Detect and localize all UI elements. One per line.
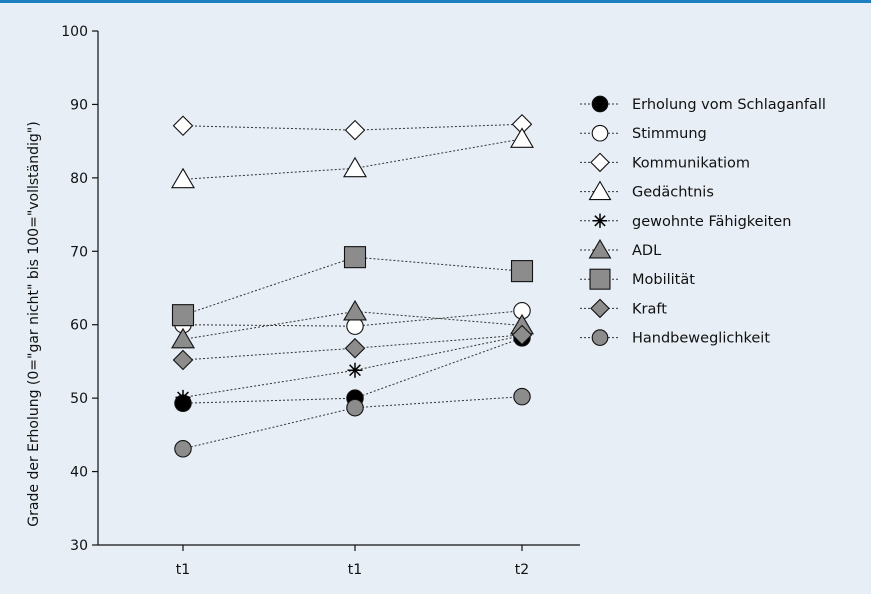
legend-label-0: Erholung vom Schlaganfall bbox=[632, 97, 826, 113]
series-6-point-2 bbox=[510, 260, 534, 283]
series-5-point-0 bbox=[171, 327, 195, 349]
series-3-point-0 bbox=[171, 167, 195, 189]
legend-marker-8 bbox=[591, 329, 609, 346]
legend-label-8: Handbeweglichkeit bbox=[632, 331, 770, 347]
series-6-point-1 bbox=[343, 246, 367, 269]
x-tick-label-2: t2 bbox=[515, 562, 529, 578]
series-5-point-1 bbox=[343, 299, 367, 321]
legend-marker-5 bbox=[588, 238, 612, 259]
legend-marker-3 bbox=[588, 180, 612, 201]
series-4-point-1 bbox=[347, 362, 363, 378]
y-tick-label-50: 50 bbox=[70, 391, 88, 407]
y-tick-label-70: 70 bbox=[70, 244, 88, 260]
series-7-point-2 bbox=[511, 324, 533, 346]
legend-label-1: Stimmung bbox=[632, 126, 707, 142]
legend-marker-0 bbox=[591, 95, 609, 113]
legend-marker-1 bbox=[591, 124, 609, 142]
y-tick-label-30: 30 bbox=[70, 538, 88, 554]
series-3-point-1 bbox=[343, 156, 367, 178]
y-axis-label: Grade der Erholung (0="gar nicht" bis 10… bbox=[26, 121, 42, 526]
legend-label-6: Mobilität bbox=[632, 272, 695, 288]
y-tick-label-100: 100 bbox=[61, 24, 88, 40]
series-7-point-1 bbox=[344, 337, 366, 359]
y-tick-label-80: 80 bbox=[70, 171, 88, 187]
series-6-point-0 bbox=[171, 304, 195, 327]
series-3-point-2 bbox=[510, 127, 534, 148]
legend-marker-2 bbox=[590, 152, 610, 173]
top-accent-line bbox=[0, 0, 871, 3]
x-tick-label-1: t1 bbox=[348, 562, 362, 578]
legend-label-4: gewohnte Fähigkeiten bbox=[632, 214, 791, 230]
series-8-point-1 bbox=[346, 398, 364, 417]
series-4-point-0 bbox=[175, 389, 191, 405]
legend-marker-4 bbox=[592, 213, 608, 228]
y-tick-label-40: 40 bbox=[70, 465, 88, 481]
series-2-point-0 bbox=[172, 115, 194, 137]
legend-marker-6 bbox=[589, 268, 611, 290]
legend-label-3: Gedächtnis bbox=[632, 185, 714, 201]
series-8-point-0 bbox=[174, 440, 192, 458]
legend-marker-7 bbox=[590, 298, 610, 319]
series-7-point-0 bbox=[172, 349, 194, 371]
legend-label-5: ADL bbox=[632, 243, 661, 259]
legend-label-7: Kraft bbox=[632, 301, 667, 317]
series-line-5 bbox=[182, 310, 523, 340]
y-tick-label-60: 60 bbox=[70, 318, 88, 334]
series-8-point-2 bbox=[513, 387, 531, 406]
legend-label-2: Kommunikatiom bbox=[632, 155, 750, 171]
y-tick-label-90: 90 bbox=[70, 97, 88, 113]
series-2-point-1 bbox=[344, 119, 366, 141]
x-tick-label-0: t1 bbox=[176, 562, 190, 578]
